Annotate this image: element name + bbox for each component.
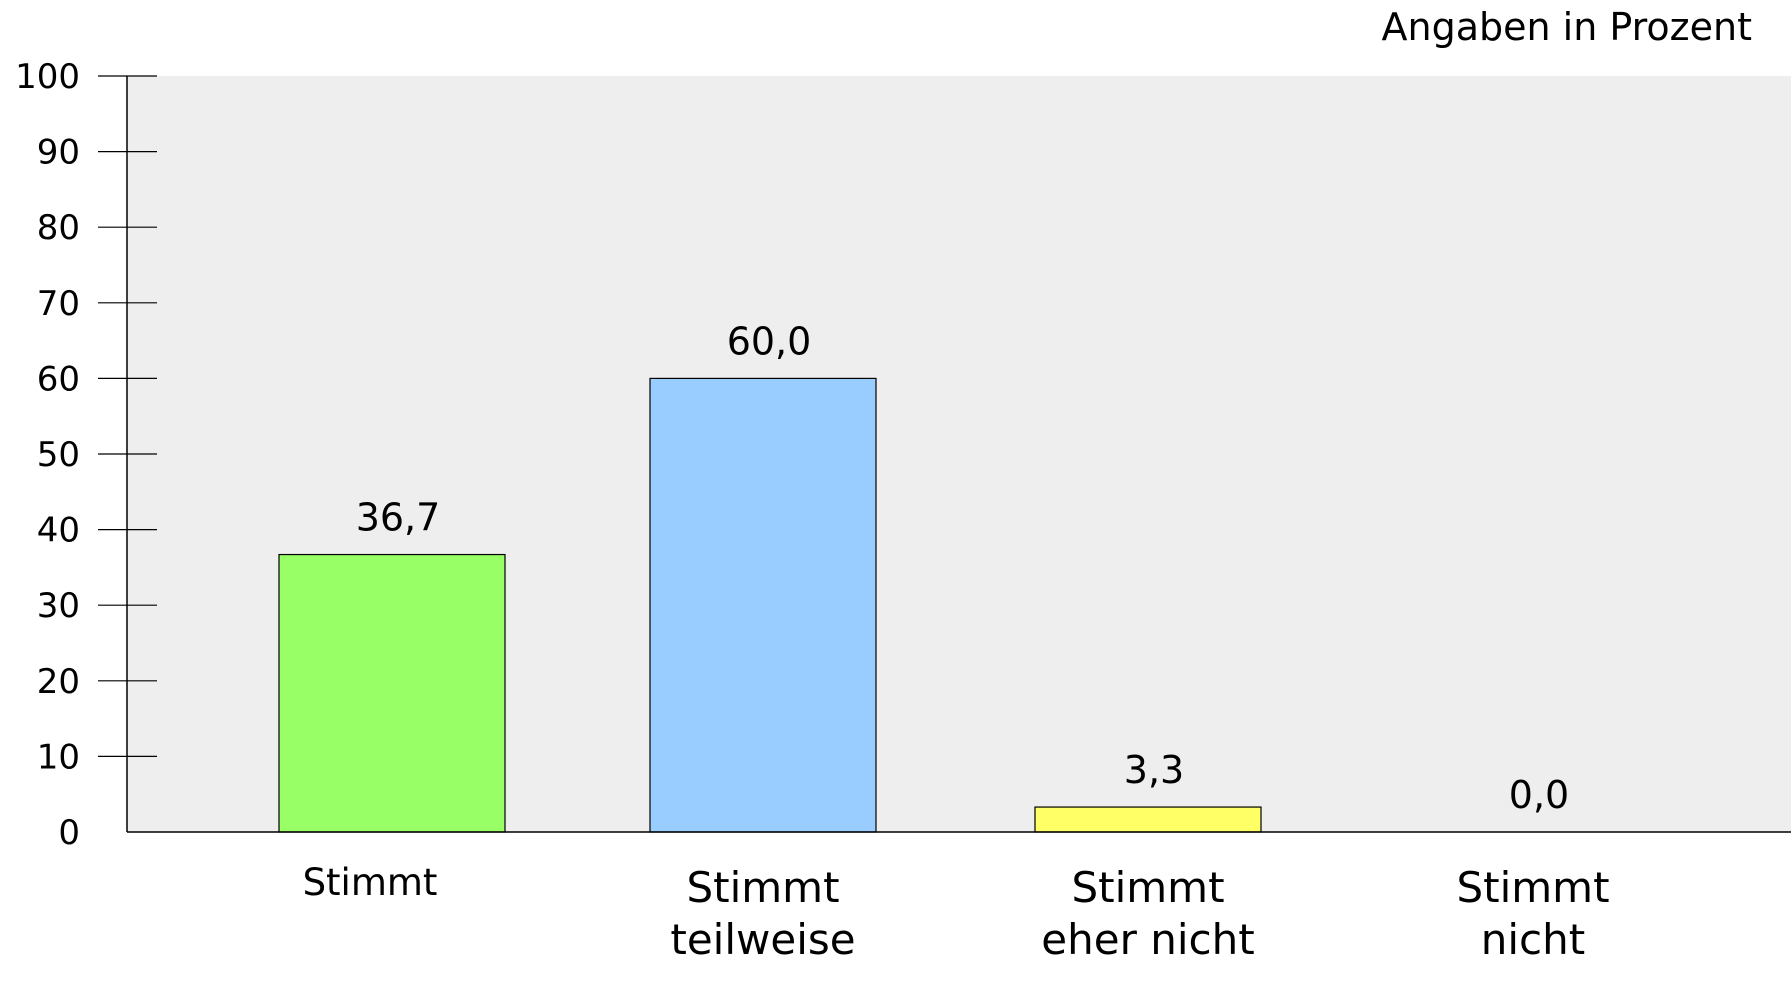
category-label: Stimmt bbox=[1071, 863, 1224, 912]
category-label: teilweise bbox=[670, 915, 855, 964]
bar bbox=[1034, 806, 1262, 833]
y-tick-label: 10 bbox=[37, 737, 80, 777]
y-tick-label: 20 bbox=[37, 662, 80, 702]
value-labels: 36,7 60,0 3,3 0,0 bbox=[356, 319, 1570, 817]
category-label: eher nicht bbox=[1041, 915, 1254, 964]
y-tick-label: 90 bbox=[37, 133, 80, 173]
y-tick-label: 80 bbox=[37, 208, 80, 248]
value-label: 60,0 bbox=[727, 319, 812, 363]
y-tick-label: 40 bbox=[37, 511, 80, 551]
y-tick-label: 100 bbox=[15, 57, 80, 97]
value-label: 0,0 bbox=[1509, 773, 1569, 817]
bar bbox=[278, 553, 506, 833]
unit-note: Angaben in Prozent bbox=[1382, 5, 1752, 49]
category-label: Stimmt bbox=[1456, 863, 1609, 912]
y-tick-label: 70 bbox=[37, 284, 80, 324]
value-label: 3,3 bbox=[1124, 748, 1184, 792]
category-label: Stimmt bbox=[303, 861, 438, 904]
category-label: Stimmt bbox=[686, 863, 839, 912]
bar bbox=[649, 377, 877, 833]
y-tick-label: 0 bbox=[58, 813, 80, 853]
category-label: nicht bbox=[1481, 915, 1585, 964]
bars bbox=[278, 377, 1262, 833]
y-tick-label: 60 bbox=[37, 359, 80, 399]
y-axis: 0 10 20 30 40 50 60 70 80 90 100 bbox=[15, 57, 157, 853]
value-label: 36,7 bbox=[356, 496, 441, 540]
y-tick-label: 50 bbox=[37, 435, 80, 475]
y-tick-label: 30 bbox=[37, 586, 80, 626]
